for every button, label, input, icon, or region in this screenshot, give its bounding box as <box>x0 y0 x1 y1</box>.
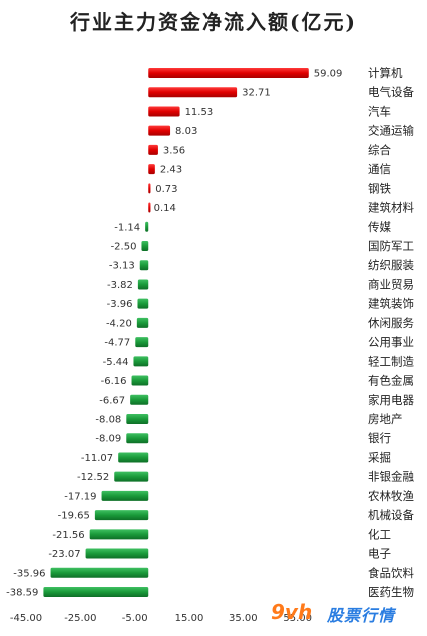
bar-交通运输 <box>148 125 171 136</box>
value-label: -38.59 <box>6 588 38 599</box>
value-label: 32.71 <box>242 88 271 99</box>
bar-综合 <box>148 144 158 155</box>
value-label: 0.14 <box>154 203 176 214</box>
value-label: -8.08 <box>95 415 121 426</box>
bar-家用电器 <box>130 394 149 405</box>
value-label: -23.07 <box>48 549 80 560</box>
value-label: 2.43 <box>160 165 182 176</box>
category-label: 采掘 <box>368 450 391 464</box>
value-label: -3.82 <box>107 280 133 291</box>
category-label: 医药生物 <box>368 585 414 599</box>
value-label: 59.09 <box>314 69 343 80</box>
x-tick-label: 35.00 <box>229 613 258 624</box>
value-label: -8.09 <box>95 434 121 445</box>
bar-机械设备 <box>94 510 149 521</box>
bar-通信 <box>148 164 155 175</box>
watermark-brand: 9vh <box>271 600 313 624</box>
value-label: -17.19 <box>64 491 96 502</box>
category-label: 银行 <box>368 431 391 445</box>
x-tick-label: 55.00 <box>283 613 312 624</box>
bar-房地产 <box>126 414 149 424</box>
category-label: 钢铁 <box>368 181 391 195</box>
value-label: 11.53 <box>185 107 214 118</box>
bar-计算机 <box>148 68 309 78</box>
category-label: 房地产 <box>368 412 403 426</box>
category-label: 传媒 <box>368 220 391 234</box>
value-label: -4.20 <box>106 318 132 329</box>
chart-title: 行业主力资金净流入额(亿元) <box>70 10 357 34</box>
bar-有色金属 <box>131 375 149 386</box>
bar-电气设备 <box>148 87 238 98</box>
x-tick-label: -5.00 <box>122 613 148 624</box>
category-label: 交通运输 <box>368 124 414 138</box>
bar-化工 <box>89 529 149 540</box>
x-tick-label: 15.00 <box>175 613 204 624</box>
value-label: -6.16 <box>101 376 127 387</box>
category-label: 综合 <box>368 143 391 157</box>
bar-采掘 <box>118 452 149 463</box>
category-label: 电子 <box>368 547 391 561</box>
category-label: 汽车 <box>368 104 391 118</box>
category-label: 商业贸易 <box>368 277 414 291</box>
bar-国防军工 <box>141 241 149 251</box>
value-label: 3.56 <box>163 145 185 156</box>
bar-钢铁 <box>148 183 151 194</box>
category-label: 化工 <box>368 527 391 541</box>
bar-汽车 <box>148 106 180 117</box>
category-label: 轻工制造 <box>368 354 414 368</box>
category-label: 国防军工 <box>368 239 414 253</box>
bar-纺织服装 <box>139 260 149 271</box>
value-label: -4.77 <box>104 338 130 349</box>
value-label: -3.13 <box>109 261 135 272</box>
value-label: -1.14 <box>114 222 140 233</box>
category-label: 通信 <box>368 162 391 176</box>
category-label: 农林牧渔 <box>368 489 414 503</box>
value-label: -2.50 <box>111 242 137 253</box>
bar-医药生物 <box>43 587 149 597</box>
bar-传媒 <box>145 221 149 232</box>
category-label: 机械设备 <box>368 508 414 522</box>
x-tick-label: -45.00 <box>10 613 42 624</box>
category-label: 非银金融 <box>368 470 414 484</box>
bar-电子 <box>85 548 149 559</box>
bar-建筑装饰 <box>137 298 149 309</box>
category-label: 公用事业 <box>368 335 414 349</box>
value-label: -3.96 <box>107 299 133 310</box>
watermark-site: 股票行情 <box>327 606 396 625</box>
value-label: -12.52 <box>77 472 109 483</box>
value-label: -5.44 <box>103 357 129 368</box>
bar-休闲服务 <box>136 317 149 328</box>
category-label: 计算机 <box>368 66 403 80</box>
category-label: 有色金属 <box>368 374 414 388</box>
bar-农林牧渔 <box>101 490 149 501</box>
watermark-logo: 9vh 股票行情 <box>271 598 421 628</box>
category-label: 纺织服装 <box>368 258 414 272</box>
bar-商业贸易 <box>137 279 149 290</box>
value-label: 0.73 <box>155 184 177 195</box>
bar-公用事业 <box>135 337 149 348</box>
bar-建筑材料 <box>148 202 151 213</box>
value-label: -19.65 <box>58 511 90 522</box>
value-label: -35.96 <box>13 568 45 579</box>
bar-食品饮料 <box>50 567 149 578</box>
bar-银行 <box>126 433 149 444</box>
category-label: 家用电器 <box>368 393 414 407</box>
value-label: -21.56 <box>52 530 84 541</box>
category-label: 建筑装饰 <box>368 297 414 311</box>
bar-非银金融 <box>114 471 149 482</box>
category-label: 电气设备 <box>368 85 414 99</box>
value-label: 8.03 <box>175 126 197 137</box>
value-label: -11.07 <box>81 453 113 464</box>
bar-轻工制造 <box>133 356 149 367</box>
value-label: -6.67 <box>99 395 125 406</box>
category-label: 休闲服务 <box>368 316 414 330</box>
category-label: 建筑材料 <box>368 201 414 215</box>
x-tick-label: -25.00 <box>64 613 96 624</box>
category-label: 食品饮料 <box>368 566 414 580</box>
